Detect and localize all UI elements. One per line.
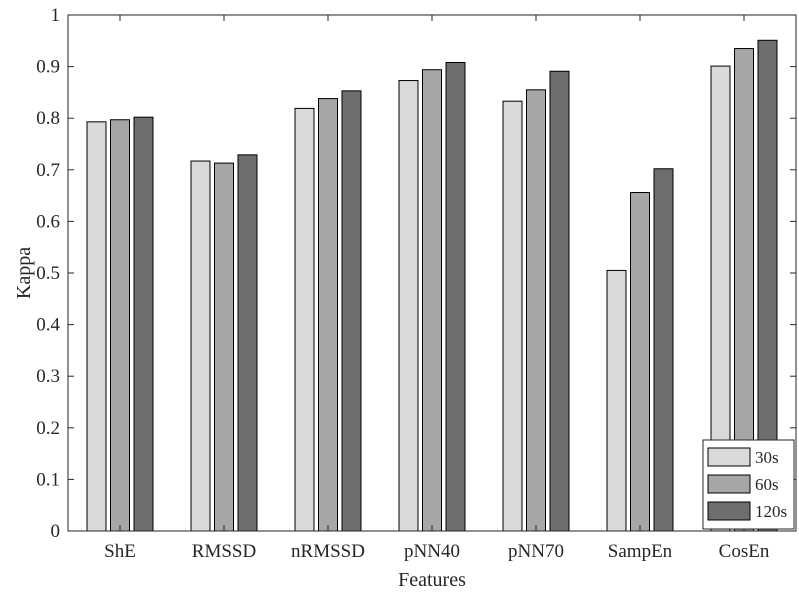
legend-swatch-120s — [708, 502, 750, 520]
bar-60s-pNN70 — [527, 90, 546, 531]
bar-120s-pNN40 — [446, 62, 465, 531]
legend-label-30s: 30s — [755, 448, 779, 467]
bars-layer — [87, 40, 777, 531]
x-tick-label: RMSSD — [192, 541, 256, 562]
x-tick-label: ShE — [104, 541, 136, 562]
legend-swatch-60s — [708, 475, 750, 493]
bar-120s-ShE — [134, 117, 153, 531]
y-axis-title: Kappa — [13, 247, 35, 299]
bar-120s-pNN70 — [550, 71, 569, 531]
legend-label-120s: 120s — [755, 502, 787, 521]
y-tick-label: 0.4 — [36, 315, 60, 336]
y-tick-label: 0.3 — [36, 366, 60, 387]
y-tick-label: 0.7 — [36, 160, 60, 181]
bar-30s-nRMSSD — [295, 108, 314, 531]
bar-30s-pNN40 — [399, 81, 418, 531]
bar-120s-SampEn — [654, 169, 673, 531]
legend: 30s 60s 120s — [703, 440, 794, 529]
x-axis-title: Features — [398, 569, 466, 591]
y-tick-label: 1 — [51, 5, 61, 26]
y-tick-label: 0.9 — [36, 57, 60, 78]
y-tick-label: 0.5 — [36, 263, 60, 284]
bar-60s-nRMSSD — [319, 99, 338, 531]
x-tick-label: pNN70 — [508, 541, 564, 562]
x-tick-label: pNN40 — [404, 541, 460, 562]
bar-30s-SampEn — [607, 270, 626, 531]
y-tick-label: 0.8 — [36, 108, 60, 129]
x-tick-label: CosEn — [719, 541, 770, 562]
bar-30s-ShE — [87, 122, 106, 531]
bar-60s-pNN40 — [423, 70, 442, 531]
y-tick-label: 0.2 — [36, 418, 60, 439]
bar-120s-nRMSSD — [342, 91, 361, 531]
y-tick-label: 0.1 — [36, 469, 60, 490]
bar-30s-pNN70 — [503, 101, 522, 531]
x-tick-label: nRMSSD — [291, 541, 365, 562]
legend-swatch-30s — [708, 448, 750, 466]
bar-30s-RMSSD — [191, 161, 210, 531]
y-tick-label: 0 — [51, 521, 61, 542]
bar-60s-RMSSD — [215, 163, 234, 531]
y-tick-label: 0.6 — [36, 211, 60, 232]
legend-label-60s: 60s — [755, 475, 779, 494]
bar-120s-RMSSD — [238, 155, 257, 531]
x-tick-label: SampEn — [608, 541, 673, 562]
bar-60s-SampEn — [631, 193, 650, 531]
bar-60s-ShE — [111, 120, 130, 531]
